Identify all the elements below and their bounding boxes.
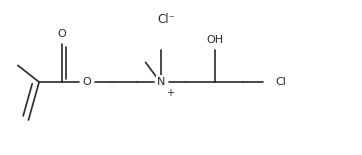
Text: OH: OH — [206, 35, 223, 45]
Text: N: N — [157, 77, 166, 87]
Text: O: O — [58, 29, 67, 39]
Text: Cl: Cl — [275, 77, 286, 87]
Text: O: O — [83, 77, 91, 87]
Text: +: + — [167, 89, 174, 98]
Text: Cl⁻: Cl⁻ — [158, 13, 176, 26]
